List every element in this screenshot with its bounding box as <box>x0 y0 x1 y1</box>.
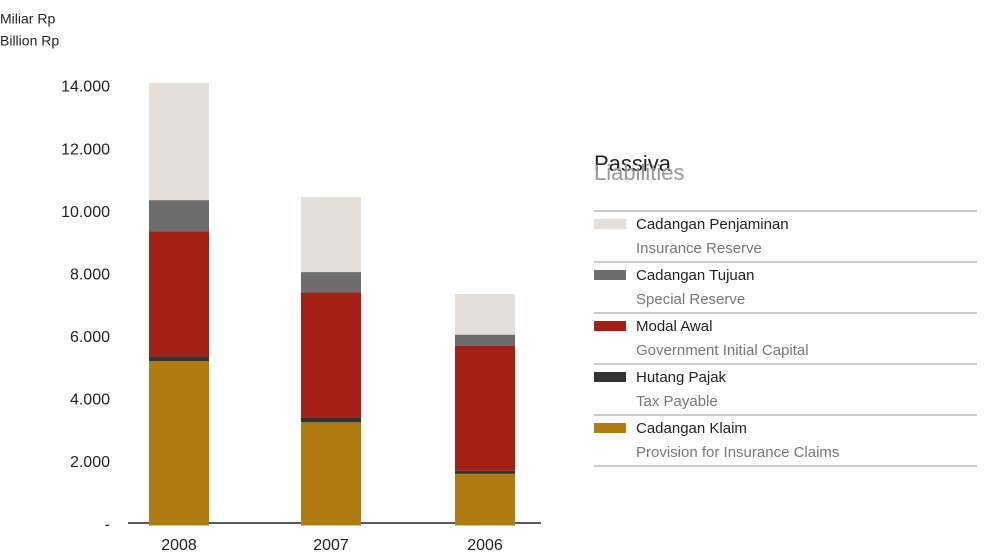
bar-segment <box>301 272 361 293</box>
y-tick-label: 8.000 <box>70 266 110 283</box>
bar-segment <box>301 292 361 418</box>
x-tick-label: 2006 <box>467 537 503 554</box>
bar-segment <box>455 334 515 346</box>
legend-swatch <box>594 219 626 229</box>
legend-label: Cadangan Tujuan <box>636 267 754 284</box>
legend-label: Cadangan Penjaminan <box>636 216 789 233</box>
bar-segment <box>455 470 515 474</box>
legend-swatch <box>594 423 626 433</box>
legend-label-en: Government Initial Capital <box>636 342 809 359</box>
bar-segment <box>301 417 361 423</box>
legend-label-en: Special Reserve <box>636 291 745 308</box>
y-axis-label: Billion Rp <box>0 33 59 49</box>
bar-segment <box>455 345 515 471</box>
bar-segment <box>149 82 209 201</box>
x-tick-label: 2007 <box>313 537 349 554</box>
bar-segment <box>149 361 209 526</box>
legend-swatch <box>594 372 626 382</box>
x-tick-label: 2008 <box>161 537 197 554</box>
legend-swatch <box>594 321 626 331</box>
y-tick-label: 12.000 <box>61 141 110 158</box>
y-tick-label: 2.000 <box>70 454 110 471</box>
y-tick-label: 10.000 <box>61 204 110 221</box>
y-tick-label: 4.000 <box>70 392 110 409</box>
bar-segment <box>301 197 361 273</box>
legend-title: Passiva <box>594 151 672 176</box>
legend-swatch <box>594 270 626 280</box>
y-tick-label: - <box>105 517 110 534</box>
bar-segment <box>149 200 209 232</box>
legend-label-en: Provision for Insurance Claims <box>636 444 839 461</box>
bar-segment <box>301 422 361 526</box>
y-tick-label: 6.000 <box>70 329 110 346</box>
legend-label-en: Insurance Reserve <box>636 240 762 257</box>
legend-label: Modal Awal <box>636 318 712 335</box>
bar-segment <box>455 293 515 335</box>
legend-label: Hutang Pajak <box>636 369 727 386</box>
legend-label: Cadangan Klaim <box>636 420 747 437</box>
bar-segment <box>149 231 209 357</box>
y-axis-label: Miliar Rp <box>0 11 55 27</box>
bar-segment <box>455 473 515 526</box>
bar-segment <box>149 356 209 362</box>
y-tick-label: 14.000 <box>61 79 110 96</box>
legend-label-en: Tax Payable <box>636 393 718 410</box>
legend-subtitle: Liabilities <box>594 160 685 185</box>
